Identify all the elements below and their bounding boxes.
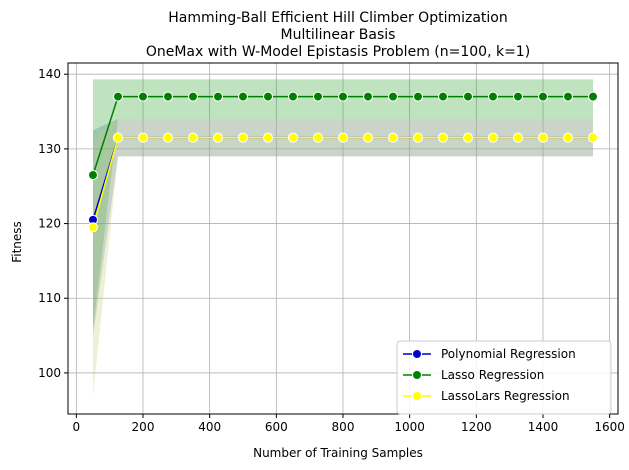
x-tick-label: 1600 — [594, 420, 625, 434]
legend-entry-label: Lasso Regression — [441, 368, 544, 382]
chart-title-line-2: Multilinear Basis — [281, 27, 396, 43]
x-tick-label: 200 — [132, 420, 155, 434]
legend-entry-label: LassoLars Regression — [441, 389, 570, 403]
data-point — [313, 91, 323, 102]
data-point — [438, 132, 448, 143]
data-point — [488, 91, 498, 102]
y-axis-ticks: 100 110 120 130 140 — [38, 67, 68, 380]
chart-title-line-1: Hamming-Ball Efficient Hill Climber Opti… — [168, 10, 508, 26]
y-tick-label: 140 — [38, 67, 61, 81]
data-point — [263, 91, 273, 102]
data-point — [113, 132, 123, 143]
confidence-band — [93, 79, 593, 329]
data-point — [538, 91, 548, 102]
data-point — [138, 132, 148, 143]
x-tick-label: 1200 — [461, 420, 492, 434]
x-tick-label: 800 — [332, 420, 355, 434]
x-tick-label: 0 — [73, 420, 81, 434]
legend: Polynomial Regression Lasso Regression Las… — [396, 340, 612, 415]
data-point — [388, 91, 398, 102]
series-markers — [88, 91, 598, 233]
data-point — [463, 91, 473, 102]
data-point — [213, 132, 223, 143]
x-tick-label: 600 — [265, 420, 288, 434]
data-point — [138, 91, 148, 102]
data-point — [363, 132, 373, 143]
grid — [68, 63, 618, 414]
data-point — [188, 132, 198, 143]
x-axis-label: Number of Training Samples — [253, 446, 423, 460]
data-point — [563, 91, 573, 102]
data-point — [538, 132, 548, 143]
data-point — [338, 91, 348, 102]
x-axis-ticks: 0 200 400 600 800 1000 1200 1400 1600 — [73, 414, 625, 434]
legend-swatch-marker — [412, 391, 422, 401]
y-axis-label: Fitness — [10, 221, 24, 263]
legend-entry-label: Polynomial Regression — [441, 347, 576, 361]
data-point — [88, 170, 98, 181]
y-tick-label: 100 — [38, 366, 61, 380]
y-tick-label: 130 — [38, 142, 61, 156]
data-point — [363, 91, 373, 102]
data-point — [438, 91, 448, 102]
y-tick-label: 110 — [38, 291, 61, 305]
data-point — [238, 132, 248, 143]
y-tick-label: 120 — [38, 217, 61, 231]
data-point — [113, 91, 123, 102]
x-tick-label: 1000 — [394, 420, 425, 434]
chart-title-line-3: OneMax with W-Model Epistasis Problem (n… — [146, 44, 530, 60]
data-point — [463, 132, 473, 143]
data-point — [388, 132, 398, 143]
data-point — [238, 91, 248, 102]
data-point — [588, 91, 598, 102]
data-point — [263, 132, 273, 143]
data-point — [513, 132, 523, 143]
data-point — [563, 132, 573, 143]
confidence-band — [93, 119, 593, 396]
legend-swatch-marker — [412, 370, 422, 380]
legend-frame — [396, 340, 612, 415]
data-point — [188, 91, 198, 102]
data-point — [288, 91, 298, 102]
data-point — [163, 132, 173, 143]
x-tick-label: 400 — [198, 420, 221, 434]
chart-title: Hamming-Ball Efficient Hill Climber Opti… — [146, 10, 530, 60]
data-point — [488, 132, 498, 143]
data-point — [588, 132, 598, 143]
data-point — [413, 91, 423, 102]
x-tick-label: 1400 — [528, 420, 559, 434]
legend-swatch-marker — [412, 349, 422, 359]
data-point — [288, 132, 298, 143]
data-point — [513, 91, 523, 102]
data-point — [163, 91, 173, 102]
data-point — [338, 132, 348, 143]
data-point — [213, 91, 223, 102]
data-point — [88, 222, 98, 233]
data-point — [313, 132, 323, 143]
data-point — [413, 132, 423, 143]
